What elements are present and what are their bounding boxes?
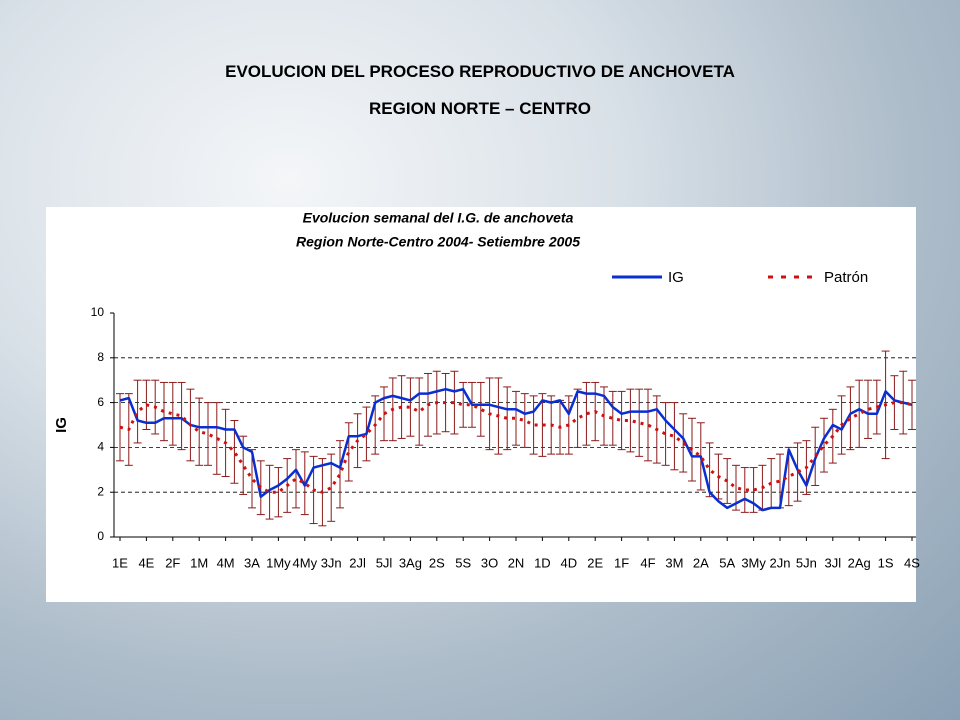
error-bar — [292, 449, 300, 509]
error-bar — [344, 422, 353, 482]
series-line — [119, 387, 913, 512]
x-tick-label: 4S — [904, 555, 920, 570]
x-tick-label: 4My — [293, 555, 318, 570]
x-tick-label: 4F — [640, 555, 655, 570]
error-bar — [908, 379, 916, 430]
y-tick-label: 6 — [97, 395, 104, 409]
x-tick-label: 3M — [665, 555, 683, 570]
error-bar — [617, 390, 626, 451]
x-tick-label: 2S — [429, 555, 445, 570]
legend-label: IG — [668, 269, 684, 286]
error-bar — [406, 377, 415, 437]
x-tick-label: 5Jn — [796, 555, 817, 570]
x-tick-label: 3My — [741, 555, 766, 570]
x-tick-label: 3Jl — [824, 555, 841, 570]
error-bar — [415, 377, 424, 446]
y-tick-label: 4 — [97, 440, 104, 454]
error-bar — [520, 393, 529, 448]
error-bar — [168, 381, 177, 446]
x-tick-label: 2Jn — [770, 555, 791, 570]
error-bar — [380, 386, 388, 442]
error-bar — [855, 379, 864, 448]
error-bar — [661, 402, 670, 466]
error-bar — [512, 390, 520, 446]
chart-subtitle: Region Norte-Centro 2004- Setiembre 2005 — [296, 234, 580, 250]
x-tick-label: 1S — [878, 555, 894, 570]
x-tick-label: 1D — [534, 555, 551, 570]
x-tick-label: 3O — [481, 555, 498, 570]
error-bar — [864, 379, 872, 439]
y-tick-label: 2 — [97, 484, 104, 498]
x-tick-label: 3Jn — [321, 555, 342, 570]
x-tick-label: 1F — [614, 555, 629, 570]
x-tick-label: 2F — [165, 555, 180, 570]
error-bar — [195, 397, 204, 466]
error-bar — [670, 402, 679, 471]
error-bar — [608, 390, 617, 446]
x-tick-label: 2Ag — [848, 555, 871, 570]
x-tick-label: 2N — [508, 555, 525, 570]
x-tick-label: 5A — [719, 555, 735, 570]
error-bar — [204, 402, 212, 466]
y-tick-label: 8 — [97, 350, 104, 364]
x-tick-label: 4D — [560, 555, 577, 570]
error-bar — [336, 440, 344, 509]
legend-label: Patrón — [824, 269, 868, 286]
x-tick-label: 1My — [266, 555, 291, 570]
error-bar — [274, 467, 283, 518]
error-bar — [538, 393, 547, 457]
x-tick-label: 1M — [190, 555, 208, 570]
chart-title: Evolucion semanal del I.G. de anchoveta — [303, 210, 574, 226]
x-tick-label: 4E — [138, 555, 154, 570]
slide-subtitle: REGION NORTE – CENTRO — [369, 99, 591, 118]
error-bar — [679, 413, 688, 473]
x-tick-label: 2Jl — [349, 555, 366, 570]
error-bar — [644, 388, 652, 462]
error-bar — [256, 460, 265, 516]
error-bar — [450, 370, 459, 435]
error-bar — [573, 388, 582, 448]
error-bar — [160, 381, 168, 442]
slide-title: EVOLUCION DEL PROCESO REPRODUCTIVO DE AN… — [225, 62, 735, 81]
x-tick-label: 2A — [693, 555, 709, 570]
y-tick-label: 0 — [97, 529, 104, 543]
error-bar — [740, 467, 749, 513]
error-bar — [820, 417, 828, 473]
error-bar — [846, 386, 855, 451]
x-tick-label: 5Jl — [376, 555, 393, 570]
error-bar — [212, 402, 221, 475]
error-bar — [503, 386, 512, 451]
error-bar — [327, 453, 336, 522]
error-bar — [529, 395, 538, 455]
x-tick-label: 1E — [112, 555, 128, 570]
error-bar — [265, 464, 274, 520]
error-bar — [626, 388, 635, 453]
x-tick-label: 5S — [455, 555, 471, 570]
x-tick-label: 3A — [244, 555, 260, 570]
error-bar — [177, 381, 186, 451]
error-bar — [635, 388, 644, 457]
error-bar — [476, 381, 485, 437]
x-tick-label: 3Ag — [399, 555, 422, 570]
y-tick-label: 10 — [91, 305, 105, 319]
x-tick-label: 4M — [217, 555, 235, 570]
x-tick-label: 2E — [587, 555, 603, 570]
y-axis-label: IG — [53, 417, 70, 433]
error-bar — [133, 379, 142, 444]
